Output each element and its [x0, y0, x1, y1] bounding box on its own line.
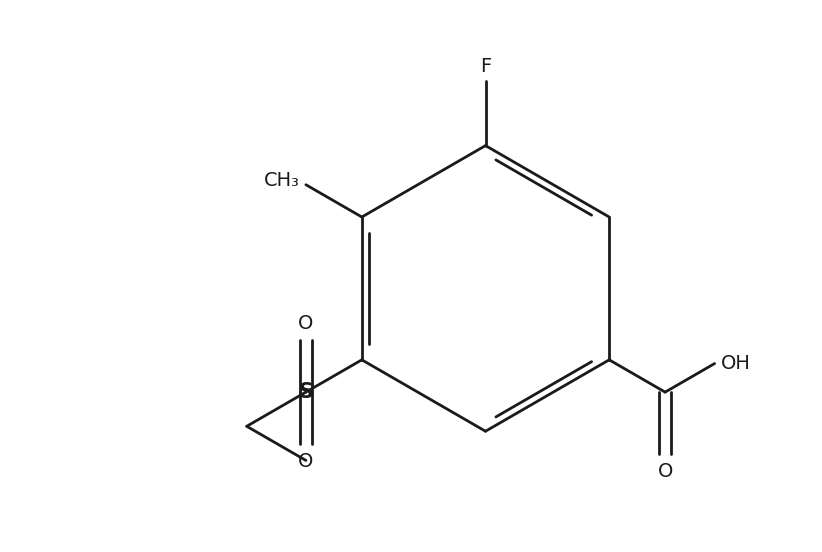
Text: O: O	[298, 452, 313, 471]
Text: OH: OH	[721, 354, 750, 373]
Text: S: S	[298, 382, 313, 402]
Text: O: O	[658, 461, 673, 481]
Text: O: O	[298, 314, 313, 332]
Text: CH₃: CH₃	[264, 172, 299, 190]
Text: F: F	[480, 57, 491, 76]
